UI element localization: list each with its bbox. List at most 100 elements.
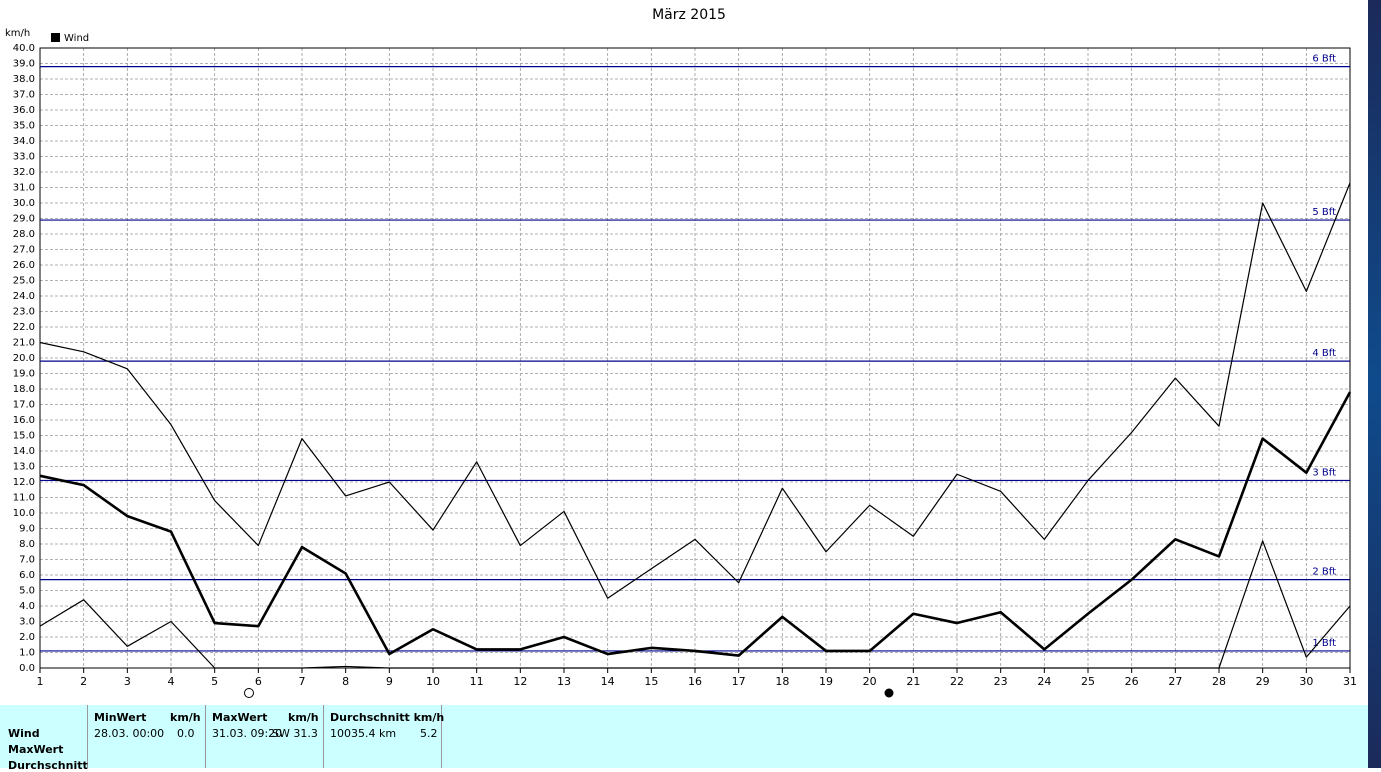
x-tick-label: 31 [1343, 675, 1357, 688]
y-tick-label: 29.0 [13, 214, 35, 225]
cell: 5.2 [420, 727, 438, 740]
y-tick-label: 11.0 [13, 493, 35, 504]
x-tick-label: 27 [1168, 675, 1182, 688]
y-tick-label: 38.0 [13, 74, 35, 85]
y-tick-label: 7.0 [19, 555, 35, 566]
x-tick-label: 16 [688, 675, 702, 688]
x-tick-label: 20 [863, 675, 877, 688]
x-tick-label: 12 [513, 675, 527, 688]
y-tick-label: 28.0 [13, 229, 35, 240]
reference-label: 1 Bft [1312, 638, 1336, 649]
y-tick-label: 18.0 [13, 384, 35, 395]
x-tick-label: 17 [732, 675, 746, 688]
chart: März 2015 km/h Wind 0.0 1.0 2.0 3.0 4.0 5.0 6.… [5, 7, 1357, 698]
x-tick-label: 11 [470, 675, 484, 688]
x-tick-label: 25 [1081, 675, 1095, 688]
x-tick-label: 9 [386, 675, 393, 688]
separator [323, 705, 324, 768]
x-tick-label: 8 [342, 675, 349, 688]
data-line [39, 540, 1351, 669]
x-tick-label: 23 [994, 675, 1008, 688]
row-label: Durchschnitt [8, 759, 88, 772]
x-tick-label: 28 [1212, 675, 1226, 688]
y-axis-label: km/h [5, 28, 30, 39]
y-tick-label: 8.0 [19, 539, 35, 550]
x-tick-label: 29 [1256, 675, 1270, 688]
x-tick-label: 15 [644, 675, 658, 688]
cell: SW 31.3 [272, 727, 318, 740]
header: km/h [170, 711, 201, 724]
y-tick-label: 40.0 [13, 43, 35, 54]
y-tick-label: 2.0 [19, 632, 35, 643]
window-edge [1368, 0, 1381, 768]
y-tick-label: 21.0 [13, 338, 35, 349]
header: MaxWert [212, 711, 268, 724]
chart-title: März 2015 [652, 7, 726, 23]
separator [87, 705, 88, 768]
x-tick-label: 4 [168, 675, 175, 688]
legend-swatch [51, 33, 60, 42]
row-label: MaxWert [8, 743, 64, 756]
y-tick-label: 3.0 [19, 617, 35, 628]
x-tick-label: 30 [1299, 675, 1313, 688]
y-tick-label: 30.0 [13, 198, 35, 209]
x-tick-label: 18 [775, 675, 789, 688]
x-tick-label: 14 [601, 675, 615, 688]
data-line [39, 391, 1352, 657]
x-tick-label: 2 [80, 675, 87, 688]
reference-label: 3 Bft [1312, 467, 1336, 478]
x-tick-label: 10 [426, 675, 440, 688]
y-tick-label: 0.0 [19, 663, 35, 674]
y-tick-label: 23.0 [13, 307, 35, 318]
y-tick-label: 6.0 [19, 570, 35, 581]
x-tick-label: 1 [37, 675, 44, 688]
y-tick-label: 1.0 [19, 648, 35, 659]
y-tick-label: 14.0 [13, 446, 35, 457]
y-tick-label: 5.0 [19, 586, 35, 597]
y-tick-label: 32.0 [13, 167, 35, 178]
cell: 31.03. 09:20 [212, 727, 283, 740]
y-tick-label: 31.0 [13, 183, 35, 194]
cell: 28.03. 00:00 [94, 727, 165, 740]
x-tick-label: 6 [255, 675, 262, 688]
reference-label: 6 Bft [1312, 54, 1336, 65]
x-tick-label: 5 [211, 675, 218, 688]
x-tick-label: 7 [299, 675, 306, 688]
y-tick-label: 9.0 [19, 524, 35, 535]
y-tick-label: 24.0 [13, 291, 35, 302]
separator [441, 705, 442, 768]
cell: 10035.4 km [330, 727, 397, 740]
reference-label: 4 Bft [1312, 348, 1336, 359]
y-tick-label: 15.0 [13, 431, 35, 442]
x-tick-label: 26 [1125, 675, 1139, 688]
data-line [39, 182, 1351, 599]
new-moon-icon [884, 688, 894, 698]
reference-label: 5 Bft [1312, 207, 1336, 218]
x-tick-label: 19 [819, 675, 833, 688]
x-tick-label: 21 [906, 675, 920, 688]
x-tick-label: 24 [1037, 675, 1051, 688]
reference-label: 2 Bft [1312, 567, 1336, 578]
x-tick-label: 3 [124, 675, 131, 688]
y-tick-label: 19.0 [13, 369, 35, 380]
full-moon-icon [244, 688, 254, 698]
y-tick-label: 25.0 [13, 276, 35, 287]
x-tick-label: 13 [557, 675, 571, 688]
y-tick-label: 35.0 [13, 121, 35, 132]
header: km/h [288, 711, 319, 724]
y-tick-label: 34.0 [13, 136, 35, 147]
y-tick-label: 20.0 [13, 353, 35, 364]
y-tick-label: 39.0 [13, 59, 35, 70]
header: Durchschnitt km/h [330, 711, 445, 724]
y-tick-label: 13.0 [13, 462, 35, 473]
y-tick-label: 37.0 [13, 90, 35, 101]
cell: 0.0 [177, 727, 195, 740]
y-tick-label: 27.0 [13, 245, 35, 256]
x-tick-label: 22 [950, 675, 964, 688]
y-tick-label: 12.0 [13, 477, 35, 488]
y-tick-label: 33.0 [13, 152, 35, 163]
separator [205, 705, 206, 768]
y-tick-label: 22.0 [13, 322, 35, 333]
legend-label: Wind [64, 33, 89, 44]
